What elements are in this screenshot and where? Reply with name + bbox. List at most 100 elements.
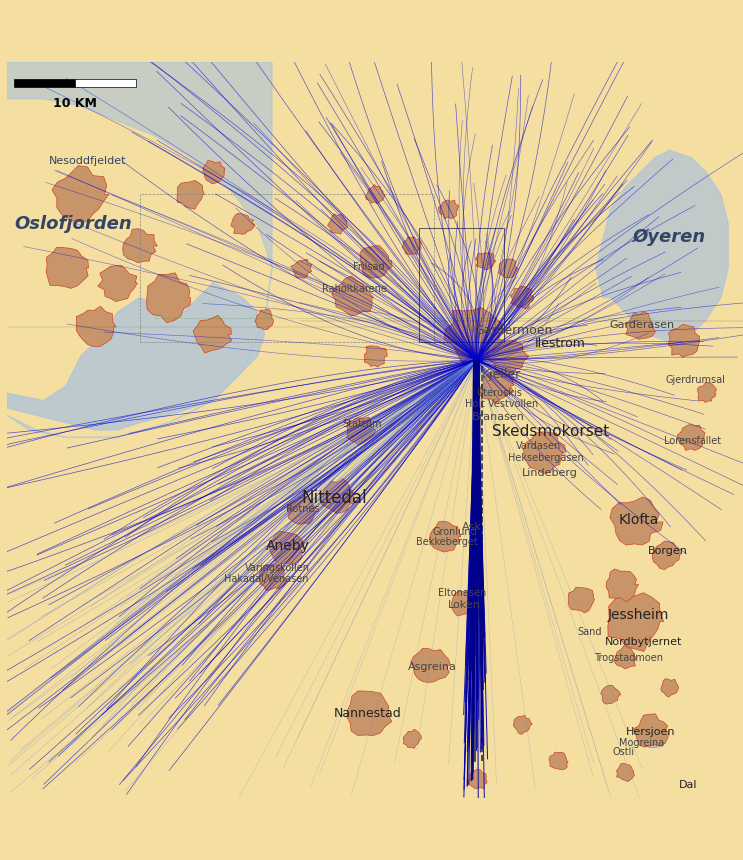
- Polygon shape: [123, 229, 158, 263]
- Bar: [75, 79, 136, 87]
- Text: Raholtkarene: Raholtkarene: [322, 284, 387, 294]
- Polygon shape: [476, 253, 496, 270]
- Bar: [419, 228, 504, 341]
- Text: Frilsad: Frilsad: [354, 261, 385, 272]
- Polygon shape: [698, 383, 716, 402]
- Polygon shape: [347, 417, 376, 445]
- Polygon shape: [499, 259, 518, 278]
- Polygon shape: [177, 181, 204, 209]
- Polygon shape: [601, 685, 620, 704]
- Polygon shape: [255, 309, 273, 330]
- Polygon shape: [347, 691, 392, 735]
- Text: Aneby: Aneby: [266, 539, 310, 553]
- Polygon shape: [661, 679, 678, 697]
- Text: Garderasen: Garderasen: [609, 321, 674, 330]
- Text: Mogreina: Mogreina: [619, 738, 664, 748]
- Text: Klofta: Klofta: [618, 513, 658, 527]
- Polygon shape: [678, 424, 705, 451]
- Polygon shape: [320, 478, 355, 513]
- Text: Borgen: Borgen: [648, 546, 688, 556]
- Polygon shape: [608, 593, 663, 651]
- Polygon shape: [193, 316, 232, 353]
- Polygon shape: [668, 324, 699, 357]
- Polygon shape: [487, 340, 529, 376]
- Text: Hakadal/Venasen: Hakadal/Venasen: [224, 574, 308, 584]
- Text: Kjeller: Kjeller: [482, 367, 522, 381]
- Text: Ilestrom: Ilestrom: [535, 336, 586, 350]
- Polygon shape: [549, 752, 568, 770]
- Text: Nesoddfjeldet: Nesoddfjeldet: [49, 157, 127, 166]
- Polygon shape: [291, 259, 312, 279]
- Polygon shape: [568, 587, 594, 613]
- Polygon shape: [652, 541, 681, 569]
- Text: Stattum: Stattum: [342, 419, 381, 429]
- Polygon shape: [626, 311, 655, 340]
- Polygon shape: [452, 591, 478, 616]
- Polygon shape: [332, 276, 374, 316]
- Polygon shape: [366, 185, 385, 204]
- Text: Ostli: Ostli: [613, 746, 635, 757]
- Text: Uteruskis: Uteruskis: [476, 388, 522, 398]
- Text: Holt Vestvollen: Holt Vestvollen: [465, 399, 538, 409]
- Polygon shape: [231, 213, 255, 234]
- Polygon shape: [634, 714, 669, 747]
- Text: Dal: Dal: [678, 780, 697, 789]
- Text: Eltonasen: Eltonasen: [438, 588, 486, 599]
- Text: Asgreina: Asgreina: [408, 662, 457, 672]
- Polygon shape: [524, 432, 566, 473]
- Text: Loken: Loken: [448, 600, 481, 610]
- Polygon shape: [7, 283, 265, 430]
- Text: Heksebergasen: Heksebergasen: [508, 453, 584, 463]
- Polygon shape: [438, 200, 458, 219]
- Text: Varingskollen: Varingskollen: [245, 563, 311, 574]
- Polygon shape: [46, 247, 88, 288]
- Text: Gardermoen: Gardermoen: [474, 324, 553, 337]
- Polygon shape: [606, 569, 638, 602]
- Text: Hersjoen: Hersjoen: [626, 727, 675, 737]
- Polygon shape: [269, 531, 303, 565]
- Text: Øyeren: Øyeren: [633, 228, 706, 246]
- Polygon shape: [259, 563, 286, 591]
- Polygon shape: [617, 764, 635, 782]
- Text: Oslofjorden: Oslofjorden: [14, 215, 132, 233]
- Text: Gronlund: Gronlund: [432, 526, 477, 537]
- Polygon shape: [364, 346, 387, 367]
- Text: Nannestad: Nannestad: [334, 707, 401, 720]
- Polygon shape: [610, 497, 663, 545]
- Text: 10 KM: 10 KM: [53, 97, 97, 110]
- Text: Nittedal: Nittedal: [302, 488, 367, 507]
- Text: Gjerdrumsal: Gjerdrumsal: [665, 375, 725, 385]
- Text: Trogstadmoen: Trogstadmoen: [594, 653, 663, 663]
- Polygon shape: [328, 214, 348, 234]
- Polygon shape: [510, 286, 534, 309]
- Polygon shape: [146, 273, 190, 322]
- Text: Jessheim: Jessheim: [608, 609, 669, 623]
- Text: Nordbytjernet: Nordbytjernet: [605, 637, 682, 647]
- Polygon shape: [360, 245, 392, 278]
- Polygon shape: [288, 496, 317, 525]
- Polygon shape: [637, 728, 666, 748]
- Text: Branasen: Branasen: [473, 412, 525, 421]
- Text: Vardasen: Vardasen: [516, 441, 561, 452]
- Text: Ask: Ask: [462, 522, 482, 532]
- Bar: [14, 79, 75, 87]
- Text: Skedsmokorset: Skedsmokorset: [492, 424, 609, 439]
- Polygon shape: [596, 150, 728, 341]
- Polygon shape: [468, 770, 487, 789]
- Polygon shape: [513, 716, 532, 734]
- Polygon shape: [402, 237, 421, 255]
- Text: Lorensfallet: Lorensfallet: [664, 436, 721, 446]
- Text: Lindeberg: Lindeberg: [522, 468, 578, 477]
- Polygon shape: [444, 308, 503, 363]
- Polygon shape: [7, 62, 272, 438]
- Text: Bekkeberget: Bekkeberget: [416, 537, 478, 547]
- Polygon shape: [203, 161, 225, 184]
- Text: Sand: Sand: [577, 628, 602, 637]
- Bar: [140, 194, 434, 341]
- Polygon shape: [411, 648, 450, 682]
- Polygon shape: [479, 372, 513, 403]
- Polygon shape: [98, 266, 137, 302]
- Polygon shape: [614, 645, 636, 668]
- Polygon shape: [52, 166, 109, 222]
- Polygon shape: [429, 521, 461, 552]
